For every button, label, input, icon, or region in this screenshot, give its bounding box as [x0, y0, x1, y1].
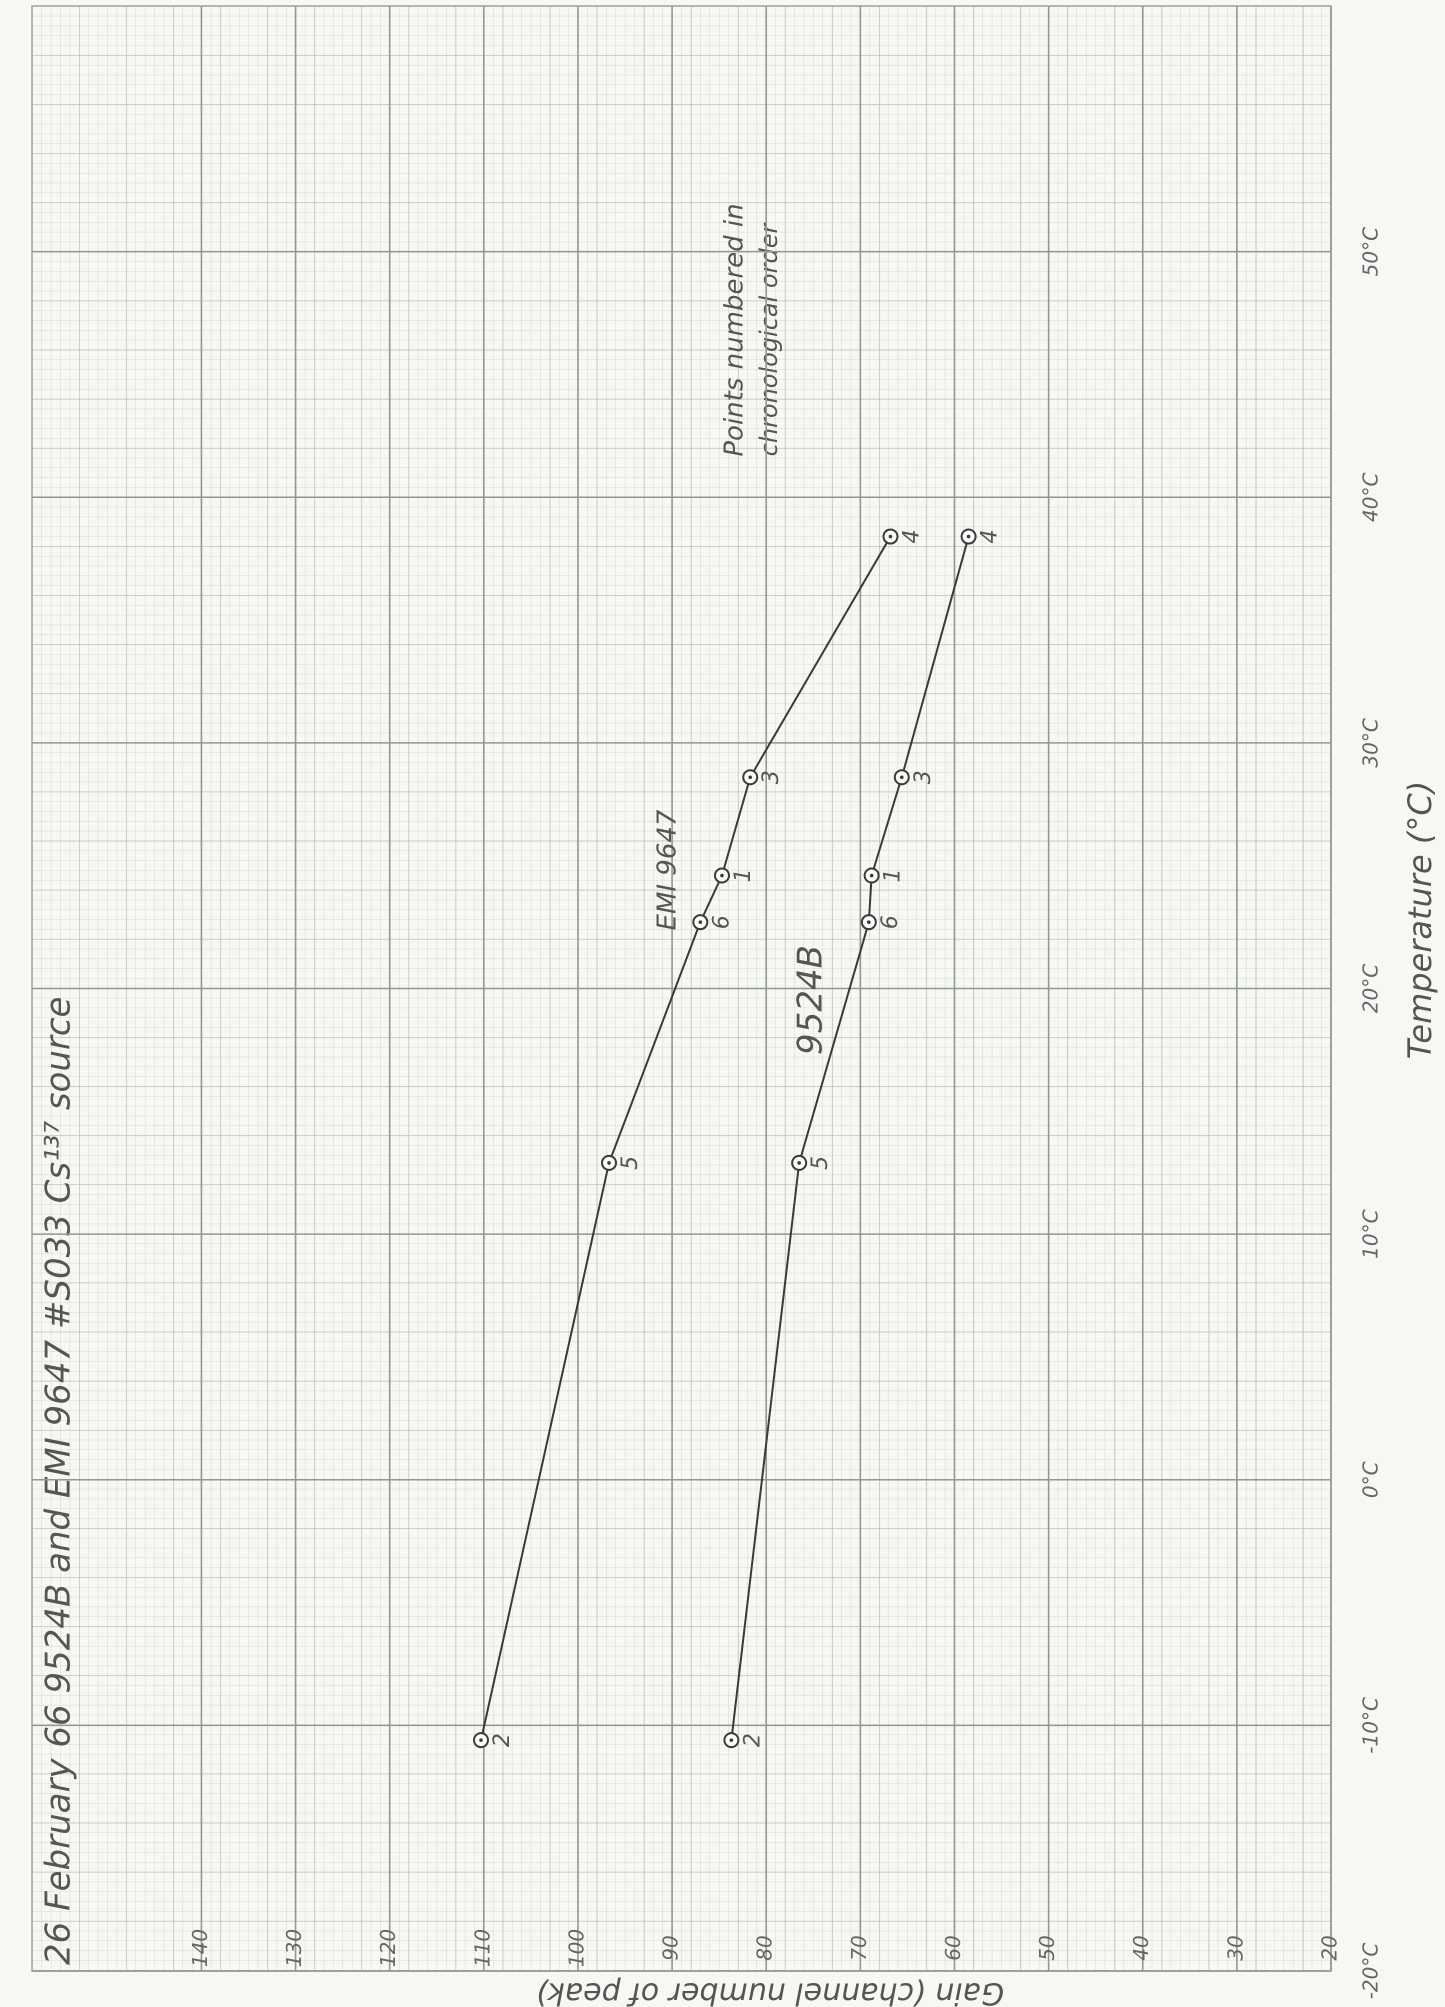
y-tick-label: 20 — [1318, 1935, 1342, 1960]
point-label: 4 — [978, 530, 1003, 544]
x-tick-label: 20°C — [1359, 964, 1383, 1013]
y-tick-label: 60 — [941, 1935, 965, 1960]
x-tick-label: -20°C — [1359, 1943, 1383, 2000]
annotation: Points numbered in — [720, 203, 750, 456]
point-label: 5 — [618, 1156, 643, 1170]
point-label: 2 — [490, 1733, 515, 1747]
chart-title: 26 February 66 9524B and EMI 9647 #S033 … — [39, 997, 79, 1965]
y-tick-label: 130 — [282, 1929, 306, 1967]
data-point-center — [479, 1738, 483, 1742]
x-tick-label: 10°C — [1359, 1209, 1383, 1258]
data-point-center — [867, 920, 871, 924]
annotation: chronological order — [755, 222, 783, 457]
y-tick-label: 100 — [564, 1929, 588, 1967]
y-tick-label: 40 — [1129, 1935, 1153, 1960]
data-point-center — [699, 920, 703, 924]
page: 26 February 66 9524B and EMI 9647 #S033 … — [0, 0, 1445, 2007]
y-tick-label: 30 — [1223, 1935, 1247, 1960]
data-point-center — [797, 1161, 801, 1165]
data-point-center — [720, 874, 724, 878]
y-tick-label: 110 — [470, 1929, 494, 1967]
point-label: 1 — [881, 869, 906, 883]
y-tick-label: 120 — [376, 1929, 400, 1967]
y-tick-label: 70 — [847, 1935, 871, 1960]
y-axis-label: Gain (channel number of peak) — [536, 1976, 1005, 2007]
x-tick-label: 40°C — [1359, 473, 1383, 522]
y-tick-label: 90 — [659, 1935, 683, 1960]
data-point-center — [870, 874, 874, 878]
data-point-center — [748, 775, 752, 779]
chart: 26 February 66 9524B and EMI 9647 #S033 … — [0, 0, 1445, 2007]
series-name: 9524B — [791, 945, 831, 1055]
y-tick-label: 50 — [1035, 1935, 1059, 1960]
x-tick-label: -10°C — [1359, 1697, 1383, 1754]
y-tick-label: 80 — [753, 1935, 777, 1960]
point-label: 5 — [808, 1156, 833, 1170]
data-point-center — [889, 535, 893, 539]
series-name: EMI 9647 — [653, 809, 683, 930]
point-label: 1 — [731, 869, 756, 883]
point-label: 6 — [878, 915, 903, 929]
data-point-center — [967, 535, 971, 539]
data-point-center — [607, 1161, 611, 1165]
data-point-center — [730, 1738, 734, 1742]
data-point-center — [900, 775, 904, 779]
point-label: 2 — [740, 1733, 765, 1747]
point-label: 6 — [709, 915, 734, 929]
y-tick-label: 140 — [188, 1929, 212, 1967]
x-tick-label: 50°C — [1359, 227, 1383, 276]
x-tick-label: 0°C — [1359, 1461, 1383, 1498]
point-label: 3 — [911, 770, 936, 784]
point-label: 3 — [759, 770, 784, 784]
x-axis-label: Temperature (°C) — [1401, 781, 1439, 1059]
point-label: 4 — [899, 530, 924, 544]
x-tick-label: 30°C — [1359, 718, 1383, 767]
